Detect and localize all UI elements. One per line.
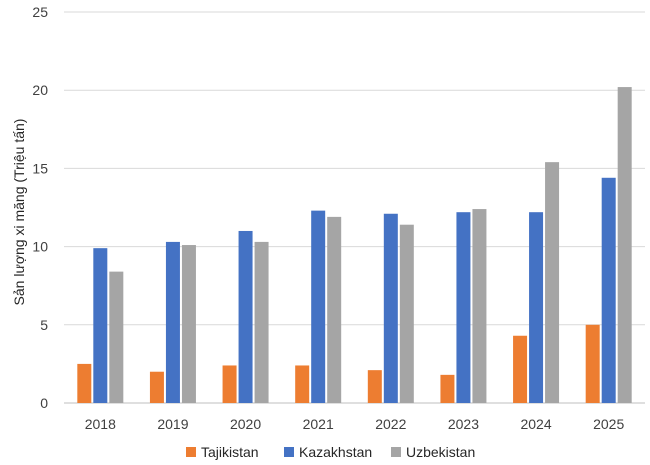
x-tick-label: 2021 xyxy=(303,416,334,432)
bar-tajikistan-2018 xyxy=(77,363,92,403)
y-tick-label: 15 xyxy=(32,160,48,176)
bar-tajikistan-2023 xyxy=(440,374,455,403)
x-tick-label: 2020 xyxy=(230,416,261,432)
y-tick-label: 25 xyxy=(32,4,48,20)
bar-kazakhstan-2023 xyxy=(456,212,471,403)
x-tick-label: 2024 xyxy=(520,416,551,432)
bars xyxy=(77,87,632,404)
y-axis-title: Sản lượng xi măng (Triệu tấn) xyxy=(11,119,27,306)
bar-kazakhstan-2025 xyxy=(601,177,616,403)
bar-kazakhstan-2020 xyxy=(238,230,253,403)
bar-uzbekistan-2023 xyxy=(472,209,487,403)
y-tick-label: 5 xyxy=(40,317,48,333)
legend-swatch-tajikistan xyxy=(186,447,196,457)
y-tick-label: 10 xyxy=(32,239,48,255)
bar-kazakhstan-2018 xyxy=(93,248,108,403)
x-tick-label: 2025 xyxy=(593,416,624,432)
bar-tajikistan-2021 xyxy=(295,365,310,403)
x-tick-label: 2022 xyxy=(375,416,406,432)
bar-kazakhstan-2022 xyxy=(383,213,398,403)
x-tick-label: 2018 xyxy=(85,416,116,432)
bar-uzbekistan-2018 xyxy=(109,271,124,403)
bar-uzbekistan-2024 xyxy=(545,162,560,403)
x-axis-ticks: 2018 2019 2020 2021 2022 2023 2024 2025 xyxy=(85,416,625,432)
legend-label-tajikistan: Tajikistan xyxy=(201,444,259,460)
bar-kazakhstan-2024 xyxy=(529,212,544,403)
x-tick-label: 2023 xyxy=(448,416,479,432)
y-axis-ticks: 0 5 10 15 20 25 xyxy=(32,4,48,411)
legend-swatch-uzbekistan xyxy=(391,447,401,457)
y-tick-label: 20 xyxy=(32,82,48,98)
bar-uzbekistan-2019 xyxy=(181,245,196,403)
legend-label-kazakhstan: Kazakhstan xyxy=(299,444,372,460)
bar-kazakhstan-2021 xyxy=(311,210,326,403)
bar-tajikistan-2020 xyxy=(222,365,237,403)
legend-label-uzbekistan: Uzbekistan xyxy=(406,444,475,460)
bar-uzbekistan-2022 xyxy=(399,224,414,403)
bar-tajikistan-2025 xyxy=(585,324,600,403)
y-tick-label: 0 xyxy=(40,395,48,411)
bar-uzbekistan-2020 xyxy=(254,241,269,403)
bar-tajikistan-2024 xyxy=(513,335,528,403)
legend-swatch-kazakhstan xyxy=(284,447,294,457)
bar-tajikistan-2019 xyxy=(149,371,164,403)
bar-uzbekistan-2025 xyxy=(617,87,632,404)
bar-kazakhstan-2019 xyxy=(165,241,180,403)
legend: Tajikistan Kazakhstan Uzbekistan xyxy=(186,444,475,460)
bar-tajikistan-2022 xyxy=(367,370,382,403)
bar-uzbekistan-2021 xyxy=(327,216,342,403)
x-tick-label: 2019 xyxy=(157,416,188,432)
